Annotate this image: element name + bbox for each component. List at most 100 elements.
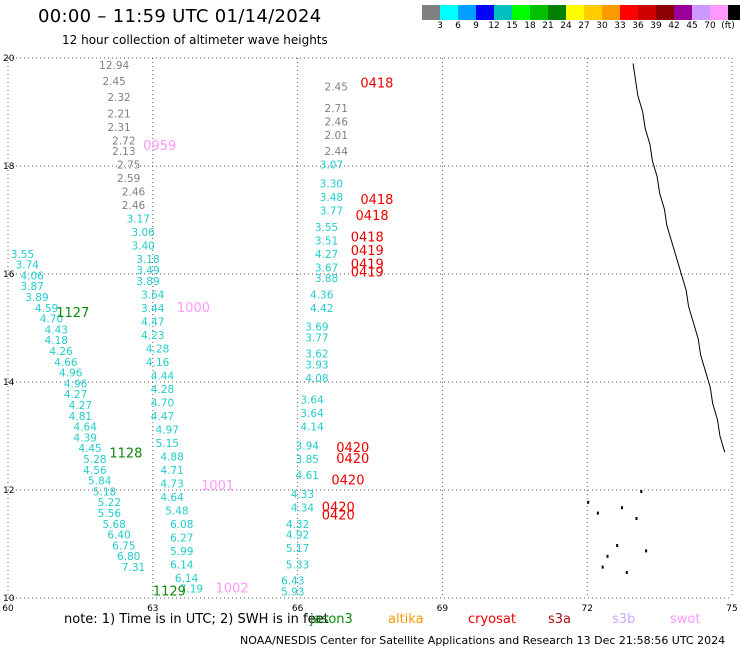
color-swatch — [494, 5, 512, 20]
pass-time-label: 0418 — [356, 209, 389, 224]
color-scale-label: 24 — [560, 21, 572, 31]
color-scale-label: 39 — [650, 21, 662, 31]
wave-height-value: 3.64 — [300, 395, 324, 407]
color-scale-label: 18 — [524, 21, 536, 31]
wave-height-value: 4.45 — [78, 443, 101, 455]
wave-height-value: 4.61 — [296, 470, 319, 482]
island-mark — [606, 554, 609, 558]
color-swatch — [512, 5, 530, 20]
wave-height-value: 2.44 — [325, 146, 349, 158]
wave-height-value: 4.71 — [160, 465, 183, 477]
pass-time-label: 1127 — [56, 306, 89, 321]
color-swatch — [638, 5, 656, 20]
wave-height-value: 3.55 — [315, 222, 338, 234]
wave-height-value: 4.27 — [64, 389, 87, 401]
pass-time-label: 0419 — [351, 266, 384, 281]
wave-height-value: 4.14 — [300, 422, 324, 434]
wave-height-value: 4.64 — [160, 492, 184, 504]
wave-height-value: 3.17 — [127, 214, 150, 226]
pass-time-label: 0420 — [336, 452, 369, 467]
wave-height-value: 3.67 — [315, 262, 338, 274]
wave-height-value: 4.27 — [315, 249, 338, 261]
wave-height-value: 6.40 — [107, 530, 130, 542]
pass-time-label: 0418 — [351, 231, 384, 246]
wave-height-value: 4.18 — [45, 335, 68, 347]
color-scale-label: 36 — [632, 21, 644, 31]
island-mark — [620, 506, 623, 510]
wave-height-value: 4.92 — [286, 530, 309, 542]
x-tick-label: 72 — [581, 604, 592, 614]
wave-height-value: 4.34 — [291, 503, 315, 515]
wave-height-value: 5.33 — [286, 559, 309, 571]
color-swatch — [584, 5, 602, 20]
wave-height-value: 5.68 — [102, 519, 125, 531]
legend-altika: altika — [388, 612, 424, 627]
pass-time-label: 1001 — [201, 479, 234, 494]
pass-time-label: 0420 — [322, 509, 355, 524]
wave-height-value: 4.36 — [310, 289, 334, 301]
wave-height-value: 3.40 — [131, 241, 154, 253]
color-scale-label: (ft) — [721, 21, 735, 31]
wave-height-value: 5.18 — [93, 486, 116, 498]
wave-height-value: 7.19 — [180, 584, 203, 596]
wave-height-value: 5.93 — [281, 586, 304, 598]
color-scale-label: 9 — [473, 21, 479, 31]
legend-swot: swot — [670, 612, 701, 627]
wave-height-value: 3.74 — [16, 260, 40, 272]
wave-height-value: 6.08 — [170, 519, 193, 531]
wave-height-value: 3.55 — [11, 249, 34, 261]
wave-height-value: 2.75 — [117, 160, 140, 172]
wave-height-value: 3.93 — [305, 360, 328, 372]
wave-height-value: 6.43 — [281, 576, 304, 588]
wave-height-value: 4.73 — [160, 478, 183, 490]
wave-height-value: 6.27 — [170, 532, 193, 544]
color-scale-label: 33 — [614, 21, 626, 31]
wave-height-value: 5.99 — [170, 546, 193, 558]
color-swatch — [566, 5, 584, 20]
wave-height-value: 4.64 — [74, 422, 98, 434]
wave-height-value: 3.48 — [320, 192, 343, 204]
wave-height-value: 4.16 — [146, 357, 170, 369]
wave-height-points: 3.553.744.063.873.894.594.704.434.184.26… — [11, 60, 349, 598]
pass-time-label: 0420 — [322, 501, 355, 516]
pass-time-label: 0418 — [360, 77, 393, 92]
footer-note: note: 1) Time is in UTC; 2) SWH is in fe… — [64, 612, 329, 627]
wave-height-value: 3.18 — [136, 254, 159, 266]
island-mark — [645, 549, 648, 553]
wave-height-value: 3.07 — [320, 160, 343, 172]
wave-height-value: 3.77 — [320, 206, 343, 218]
color-swatch — [476, 5, 494, 20]
pass-time-label: 0959 — [143, 139, 176, 154]
pass-time-label: 0419 — [351, 258, 384, 273]
island-mark — [635, 517, 638, 520]
color-swatch — [548, 5, 566, 20]
pass-time-label: 0420 — [336, 441, 369, 456]
island-mark — [640, 490, 643, 493]
wave-height-value: 5.84 — [88, 476, 112, 488]
island-mark — [616, 544, 619, 547]
wave-height-value: 3.64 — [141, 289, 165, 301]
wave-height-value: 4.47 — [141, 316, 164, 328]
color-scale-label: 70 — [704, 21, 716, 31]
wave-height-value: 4.39 — [74, 432, 97, 444]
wave-height-value: 4.59 — [35, 303, 58, 315]
page-subtitle: 12 hour collection of altimeter wave hei… — [62, 33, 328, 47]
wave-height-value: 3.87 — [20, 281, 43, 293]
wave-height-value: 4.88 — [160, 451, 183, 463]
wave-height-value: 5.17 — [286, 543, 309, 555]
x-tick-label: 69 — [437, 604, 449, 614]
wave-height-value: 2.31 — [107, 122, 130, 134]
pass-time-label: 0419 — [351, 244, 384, 259]
wave-height-value: 3.85 — [296, 454, 319, 466]
page-title: 00:00 – 11:59 UTC 01/14/2024 — [38, 6, 322, 27]
wave-height-value: 6.80 — [117, 551, 140, 563]
color-swatch — [440, 5, 458, 20]
wave-height-value: 2.45 — [102, 76, 125, 88]
wave-height-value: 7.31 — [122, 562, 145, 574]
wave-height-value: 2.32 — [107, 92, 130, 104]
wave-height-value: 4.42 — [310, 303, 333, 315]
wave-height-value: 4.06 — [20, 270, 44, 282]
color-swatch — [692, 5, 710, 20]
wave-height-value: 3.88 — [315, 273, 338, 285]
color-scale-labels: 3 6 9 12 15 18 21 24 27 30 33 36 39 42 45 70 (ft) — [422, 21, 737, 31]
